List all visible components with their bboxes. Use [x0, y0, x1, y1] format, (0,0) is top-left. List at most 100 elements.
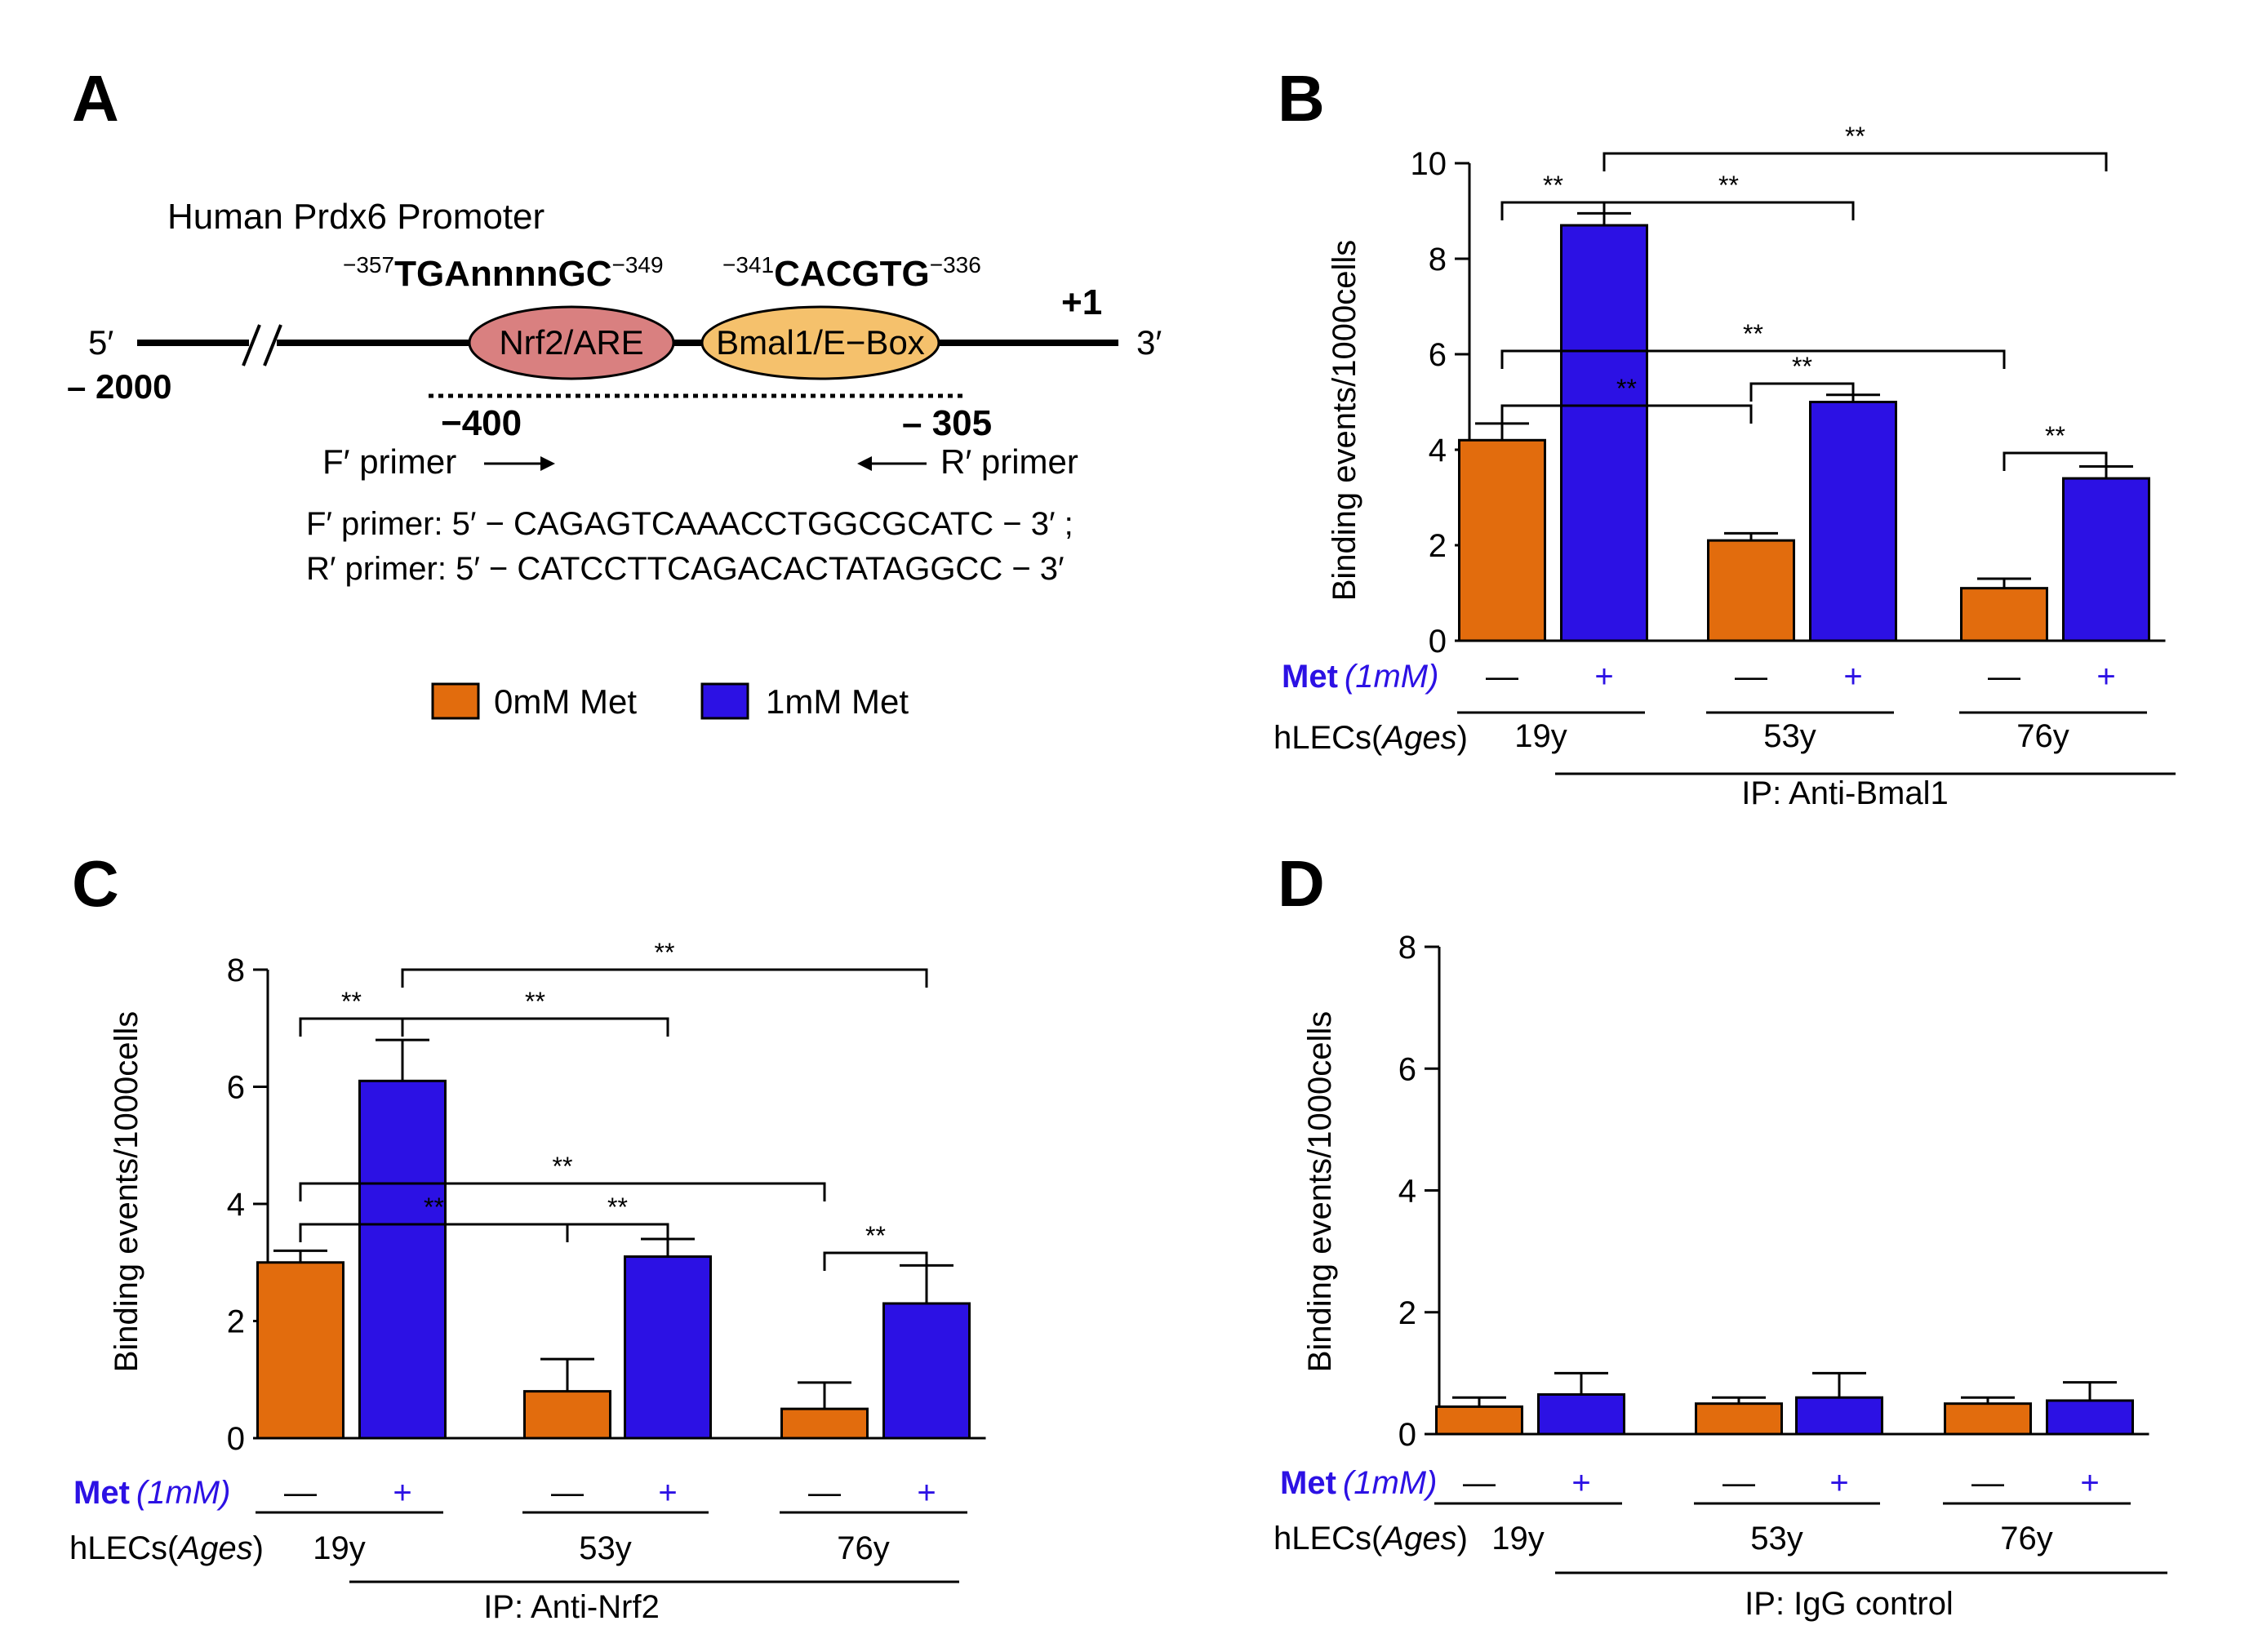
r-primer-arrow-icon [857, 456, 872, 471]
panel-c-y-tick-label: 4 [227, 1187, 245, 1223]
legend-swatch-0mm [431, 682, 480, 720]
panel-b-bar-19y-1mm [1560, 224, 1648, 642]
panel-c-y-axis-label: Binding events/1000cells [109, 1011, 144, 1373]
panel-b-age-label: 76y [2016, 718, 2069, 754]
panel-c-bar-19y-1mm [358, 1079, 447, 1440]
panel-d-ages-row-label: hLECs(Ages) [1274, 1521, 1468, 1557]
ebox-site-sequence: −341CACGTG−336 [722, 252, 981, 294]
panel-c-significance-stars: ** [865, 1221, 886, 1250]
panel-d-met-minus-sign: — [1463, 1465, 1496, 1501]
panel-c-ages-word: Ages [176, 1530, 252, 1566]
f-primer-sequence: F′ primer: 5′ − CAGAGTCAAACCTGGCGCATC − … [306, 506, 1073, 542]
panel-d-chart-marks: 0 2 4 6 8 — +19y — +53y — +76y [1398, 930, 2149, 1557]
panel-b-significance-stars: ** [1616, 374, 1637, 403]
ebox-site-start: −341 [722, 252, 774, 278]
panel-c-age-label: 19y [313, 1530, 366, 1566]
panel-d-y-tick-label: 0 [1398, 1417, 1416, 1453]
panel-b-y-tick-label: 6 [1429, 337, 1447, 373]
panel-b-y-tick-label: 2 [1429, 528, 1447, 564]
nrf2-site-end: −349 [611, 252, 663, 278]
ebox-site-end: −336 [930, 252, 981, 278]
panel-b-bar-53y-0mm [1707, 539, 1795, 642]
panel-b-bar-53y-1mm [1809, 401, 1897, 642]
panel-a-schematic: A Human Prdx6 Promoter −357TGAnnnnGC−349… [67, 62, 1162, 721]
legend-label-0mm: 0mM Met [494, 682, 637, 721]
panel-c-ages-prefix: hLECs( [69, 1530, 179, 1566]
panel-d-ip-label: IP: IgG control [1745, 1586, 1954, 1622]
panel-b-significance-bracket [1749, 382, 1855, 402]
panel-c-met-row-label: Met (1mM) [73, 1475, 230, 1511]
panel-b-significance-bracket [1602, 152, 2108, 171]
panel-c-y-tick-label: 8 [227, 953, 245, 988]
panel-c-met-plus-sign: + [393, 1475, 411, 1511]
panel-b-anti-bmal1-chart: B Binding events/1000cells 0 2 4 6 8 10 — +19y —… [1274, 62, 2176, 811]
panel-b-age-label: 19y [1514, 718, 1567, 754]
panel-c-met-minus-sign: — [284, 1475, 317, 1511]
panel-c-significance-stars: ** [655, 938, 675, 967]
panel-b-met-minus-sign: — [1988, 659, 2020, 695]
panel-d-bar-19y-0mm [1435, 1405, 1523, 1436]
panel-a-letter: A [72, 62, 119, 135]
r-primer-label: R′ primer [940, 442, 1078, 481]
panel-c-letter: C [72, 847, 119, 920]
panel-b-y-tick-label: 0 [1429, 624, 1447, 659]
panel-b-ages-suffix: ) [1457, 720, 1468, 756]
panel-b-ages-prefix: hLECs( [1274, 720, 1383, 756]
panel-c-bar-53y-1mm [624, 1255, 712, 1440]
break-mark-left [242, 324, 261, 366]
bmal1-ebox-element [700, 305, 940, 380]
panel-b-ages-row-label: hLECs(Ages) [1274, 720, 1468, 756]
panel-b-significance-stars: ** [1718, 171, 1739, 200]
legend-label-1mm: 1mM Met [766, 682, 909, 721]
promoter-title: Human Prdx6 Promoter [167, 197, 545, 237]
panel-d-met-minus-sign: — [1971, 1465, 2004, 1501]
panel-b-significance-bracket [1602, 201, 1855, 220]
panel-c-significance-stars: ** [525, 987, 545, 1016]
panel-c-significance-bracket [401, 1017, 669, 1037]
panel-c-met-plus-sign: + [658, 1475, 677, 1511]
panel-d-y-tick-label: 2 [1398, 1295, 1416, 1331]
panel-b-met-plus-sign: + [2096, 659, 2115, 695]
panel-c-y-tick-label: 2 [227, 1304, 245, 1340]
panel-b-bar-76y-1mm [2062, 477, 2150, 642]
panel-b-met-minus-sign: — [1486, 659, 1518, 695]
panel-d-age-label: 19y [1491, 1521, 1545, 1557]
minus2000-label: – 2000 [67, 367, 171, 406]
panel-d-letter: D [1278, 847, 1325, 920]
legend-swatch-1mm [700, 682, 749, 720]
nrf2-are-element [468, 305, 675, 380]
panel-c-significance-stars: ** [607, 1192, 628, 1222]
panel-d-igg-control-chart: D Binding events/1000cells 0 2 4 6 8 — +19y — +5… [1274, 847, 2167, 1622]
panel-d-bar-19y-1mm [1537, 1392, 1625, 1436]
panel-b-significance-bracket [2003, 451, 2108, 471]
panel-c-met-plus-sign: + [917, 1475, 936, 1511]
panel-b-met-word: Met [1282, 659, 1338, 695]
panel-d-y-tick-label: 8 [1398, 930, 1416, 966]
panel-b-significance-stars: ** [1743, 319, 1763, 349]
panel-d-bar-76y-1mm [2046, 1399, 2134, 1436]
panel-b-ages-word: Ages [1380, 720, 1456, 756]
panel-c-significance-bracket [401, 968, 928, 988]
panel-b-y-tick-label: 10 [1411, 146, 1447, 182]
panel-d-ages-suffix: ) [1457, 1521, 1468, 1557]
five-prime-label: 5′ [88, 323, 113, 362]
panel-d-y-axis-label: Binding events/1000cells [1302, 1011, 1338, 1373]
panel-b-significance-bracket [1500, 404, 1753, 424]
panel-c-significance-stars: ** [553, 1152, 573, 1181]
panel-c-age-label: 53y [579, 1530, 632, 1566]
panel-b-bar-76y-0mm [1960, 587, 2048, 642]
panel-c-significance-bracket [299, 1017, 404, 1037]
panel-d-bar-53y-0mm [1695, 1402, 1783, 1436]
bmal1-ebox-label: Bmal1/E−Box [716, 323, 925, 362]
minus305-label: – 305 [902, 403, 992, 443]
panel-d-age-label: 76y [2000, 1521, 2053, 1557]
panel-b-met-dose: (1mM) [1345, 659, 1439, 695]
panel-c-met-minus-sign: — [551, 1475, 584, 1511]
panel-b-met-minus-sign: — [1735, 659, 1767, 695]
panel-b-met-row-label: Met (1mM) [1282, 659, 1438, 695]
panel-d-met-minus-sign: — [1722, 1465, 1755, 1501]
panel-c-met-word: Met [73, 1475, 130, 1511]
panel-d-age-label: 53y [1750, 1521, 1803, 1557]
panel-c-ages-row-label: hLECs(Ages) [69, 1530, 264, 1566]
